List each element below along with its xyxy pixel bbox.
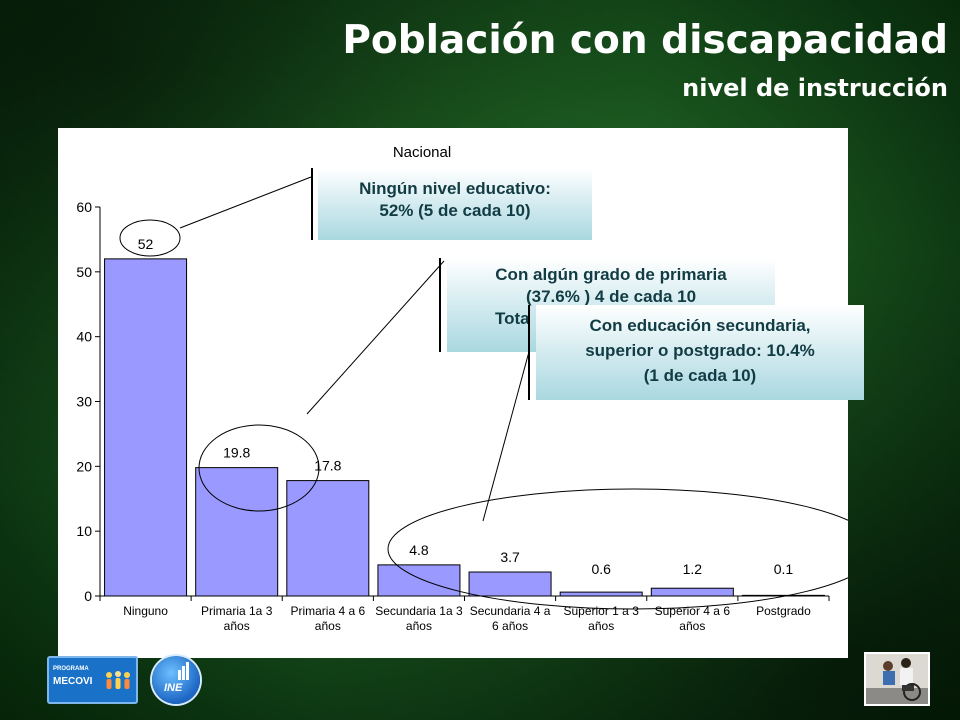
bar	[286, 480, 370, 597]
bar	[377, 564, 461, 597]
x-tick-label: años	[406, 619, 432, 633]
x-tick-label: Secundaria 1a 3	[375, 604, 463, 618]
callout-primaria-bar	[439, 258, 441, 352]
x-tick-label: 6 años	[492, 619, 528, 633]
data-label: 52	[138, 236, 154, 252]
callout-leader-ninguno	[179, 176, 312, 229]
callout-ninguno-line-1: Ningún nivel educativo:	[359, 179, 551, 198]
mecovi-logo-text: MECOVI	[53, 676, 93, 687]
wheelchair-person-icon	[866, 654, 928, 704]
callout-ellipse-secundaria	[387, 488, 879, 610]
ine-logo-text: INE	[164, 682, 183, 694]
data-label: 17.8	[314, 458, 341, 474]
data-label: 0.6	[591, 561, 611, 577]
callout-ellipse-ninguno	[119, 219, 181, 257]
y-tick-label: 10	[76, 523, 92, 539]
callout-secundaria: Con educación secundaria, superior o pos…	[536, 305, 864, 400]
x-tick-label: años	[679, 619, 705, 633]
y-tick-label: 20	[76, 458, 92, 474]
x-tick-label: Secundaria 4 a	[470, 604, 551, 618]
mecovi-logo-small-text: PROGRAMA	[53, 666, 89, 672]
bars-icon	[178, 662, 189, 680]
x-tick-label: Primaria 4 a 6	[290, 604, 365, 618]
x-tick-label: años	[315, 619, 341, 633]
slide-subtitle: nivel de instrucción	[682, 74, 948, 102]
mecovi-logo: PROGRAMA MECOVI	[47, 656, 138, 704]
chart-data-labels: 52 19.8 17.8 4.8 3.7 0.6 1.2 0.1	[138, 236, 794, 577]
callout-primaria-line-1: Con algún grado de primaria	[495, 265, 727, 284]
data-label: 19.8	[223, 445, 250, 461]
ine-logo: INE	[152, 656, 200, 704]
slide-title: Población con discapacidad	[342, 18, 948, 63]
callout-ninguno-bar	[311, 168, 313, 240]
bar	[195, 467, 279, 597]
y-tick-label: 30	[76, 394, 92, 410]
y-tick-label: 60	[76, 199, 92, 215]
callout-primaria-line-3: Tota	[495, 309, 530, 328]
callout-leader-primaria	[306, 260, 445, 415]
x-tick-label: Ninguno	[123, 604, 168, 618]
callout-secundaria-line-1: Con educación secundaria,	[589, 316, 811, 335]
data-label: 1.2	[683, 561, 703, 577]
y-tick-label: 40	[76, 329, 92, 345]
bar	[468, 571, 552, 597]
x-tick-label: años	[224, 619, 250, 633]
bar	[741, 594, 825, 597]
callout-secundaria-bar	[528, 305, 530, 400]
x-tick-label: Superior 1 a 3	[563, 604, 639, 618]
data-label: 4.8	[409, 542, 429, 558]
callout-secundaria-line-3: (1 de cada 10)	[643, 366, 757, 385]
bar	[104, 258, 188, 597]
bar	[650, 587, 734, 597]
x-tick-label: años	[588, 619, 614, 633]
x-tick-label: Primaria 1a 3	[201, 604, 273, 618]
callout-ellipse-primaria	[198, 424, 320, 512]
data-label: 3.7	[500, 549, 520, 565]
callout-secundaria-line-2: superior o postgrado: 10.4%	[585, 341, 815, 360]
callout-primaria-line-2: (37.6% ) 4 de cada 10	[525, 287, 697, 306]
people-icon	[106, 671, 130, 689]
callout-ninguno-line-2: 52% (5 de cada 10)	[379, 201, 531, 220]
callout-ninguno: Ningún nivel educativo: 52% (5 de cada 1…	[318, 168, 592, 240]
x-tick-label: Superior 4 a 6	[655, 604, 731, 618]
x-tick-label: Postgrado	[756, 604, 811, 618]
y-tick-label: 0	[84, 588, 92, 604]
y-tick-label: 50	[76, 264, 92, 280]
bar-chart: Nacional 0 10 20 30 40 50 60 52 19.8 17.8 4.8 3.7 0…	[76, 144, 879, 633]
bar	[559, 591, 643, 597]
chart-bars	[104, 258, 825, 597]
data-label: 0.1	[774, 561, 794, 577]
callout-leader-secundaria	[482, 347, 531, 522]
chart-title: Nacional	[393, 144, 451, 161]
wheelchair-photo	[864, 652, 930, 706]
